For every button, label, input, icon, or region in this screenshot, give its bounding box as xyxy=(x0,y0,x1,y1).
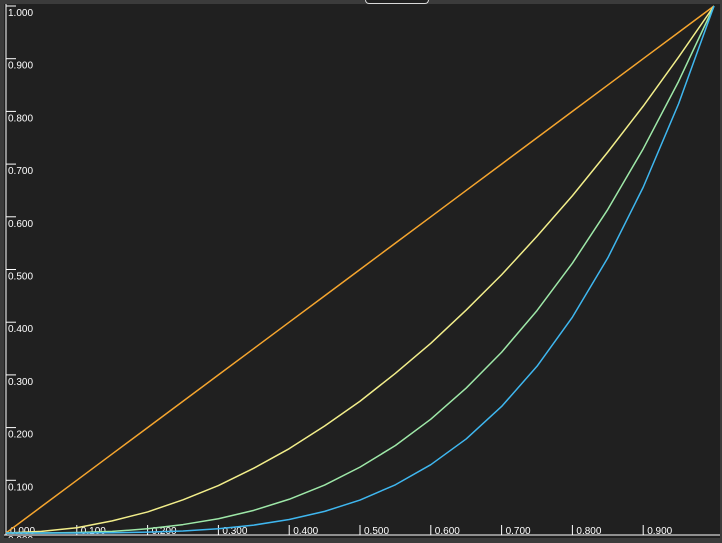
x-tick-label: 0.700 xyxy=(506,526,531,537)
x-tick-label: 0.500 xyxy=(364,526,389,537)
y-tick-label: 0.600 xyxy=(8,219,33,230)
x-tick-label: 0.000 xyxy=(10,526,35,537)
y-tick-label: 0.300 xyxy=(8,377,33,388)
axes-layer: 0.000 0.100 0.200 0.300 0.400 0.500 0.600 0.700… xyxy=(4,4,720,543)
y-tick-label: 0.800 xyxy=(8,113,33,124)
y-tick-label: 0.900 xyxy=(8,61,33,72)
x-tick-label: 0.900 xyxy=(647,526,672,537)
plot-area: 0.000 0.100 0.200 0.300 0.400 0.500 0.600 0.700… xyxy=(4,4,720,543)
x-tick-label: 0.600 xyxy=(435,526,460,537)
x-tick-label: 0.300 xyxy=(222,526,247,537)
y-tick-label: 0.500 xyxy=(8,272,33,283)
y-tick-label: 1.000 xyxy=(8,8,33,19)
y-tick-label: 0.400 xyxy=(8,324,33,335)
y-tick-label: 0.100 xyxy=(8,482,33,493)
x-tick-label: 0.800 xyxy=(576,526,601,537)
x-tick-label: 0.400 xyxy=(293,526,318,537)
series-line-1 xyxy=(5,5,715,534)
line-chart: 0.000 0.100 0.200 0.300 0.400 0.500 0.600 0.700… xyxy=(4,4,720,543)
series-layer xyxy=(5,5,715,534)
series-line-3 xyxy=(5,5,715,534)
y-tick-label: 0.700 xyxy=(8,166,33,177)
series-line-2 xyxy=(5,5,715,534)
series-line-4 xyxy=(6,5,715,534)
y-tick-label: 0.200 xyxy=(8,430,33,441)
